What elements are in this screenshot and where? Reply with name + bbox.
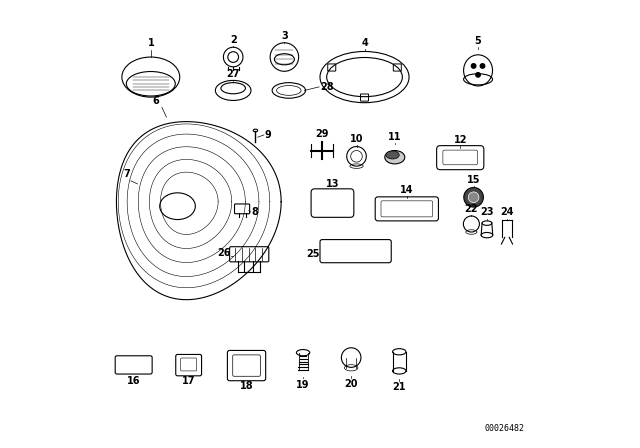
- Text: 23: 23: [480, 207, 493, 217]
- Circle shape: [464, 188, 483, 207]
- Text: 00026482: 00026482: [485, 424, 525, 433]
- Text: 4: 4: [361, 38, 368, 47]
- Text: 13: 13: [326, 179, 339, 189]
- Text: 17: 17: [182, 376, 195, 386]
- Text: 16: 16: [127, 376, 141, 386]
- Text: 14: 14: [400, 185, 413, 195]
- Text: 26: 26: [218, 248, 231, 258]
- Text: 24: 24: [500, 207, 514, 217]
- Circle shape: [472, 64, 476, 68]
- Text: 28: 28: [320, 82, 333, 92]
- Text: 1: 1: [147, 38, 154, 48]
- Text: 3: 3: [281, 30, 288, 41]
- Text: 18: 18: [240, 381, 253, 391]
- Text: 29: 29: [316, 129, 329, 139]
- Text: 11: 11: [388, 132, 401, 142]
- Text: 6: 6: [152, 96, 159, 106]
- Text: 20: 20: [344, 379, 358, 389]
- Ellipse shape: [386, 151, 399, 159]
- Text: 8: 8: [251, 207, 258, 217]
- Text: 15: 15: [467, 175, 481, 185]
- Text: 25: 25: [307, 249, 320, 259]
- Ellipse shape: [385, 151, 405, 164]
- Text: 9: 9: [264, 130, 271, 140]
- Text: 5: 5: [475, 36, 481, 46]
- Text: 2: 2: [230, 34, 237, 44]
- Text: 21: 21: [392, 382, 406, 392]
- Text: 12: 12: [454, 135, 467, 145]
- Text: 7: 7: [123, 169, 130, 180]
- Text: 22: 22: [465, 204, 478, 214]
- Text: 10: 10: [349, 134, 364, 144]
- Circle shape: [468, 192, 479, 202]
- Circle shape: [476, 73, 480, 77]
- Text: 19: 19: [296, 380, 310, 390]
- Text: 27: 27: [227, 69, 240, 79]
- Circle shape: [480, 64, 484, 68]
